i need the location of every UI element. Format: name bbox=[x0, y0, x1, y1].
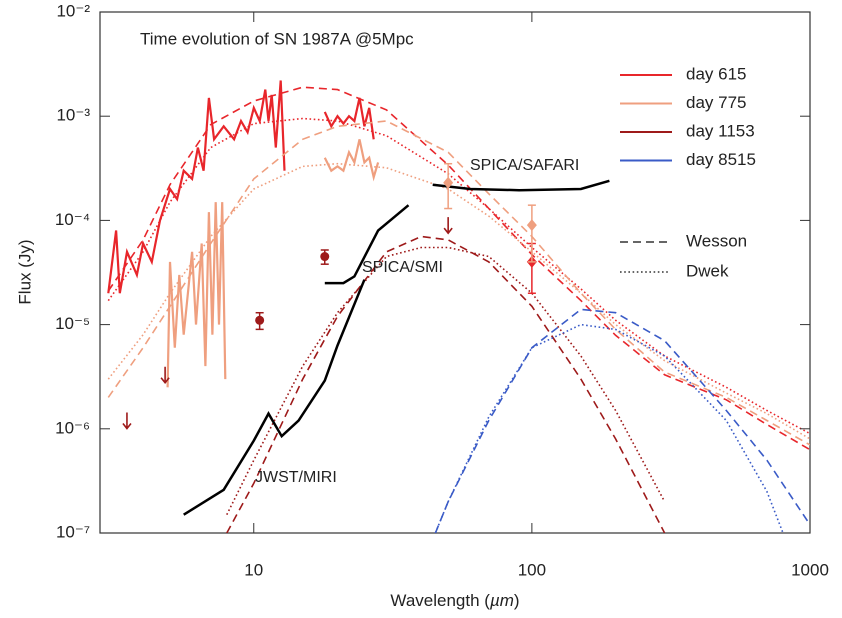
legend-label: day 1153 bbox=[686, 121, 755, 140]
instrument-line bbox=[183, 279, 366, 516]
chart-title: Time evolution of SN 1987A @5Mpc bbox=[140, 29, 414, 48]
x-tick-label: 100 bbox=[518, 560, 546, 579]
legend-label: Dwek bbox=[686, 261, 729, 280]
y-tick-label: 10⁻⁶ bbox=[55, 418, 90, 437]
x-axis-label: Wavelength (µm) bbox=[390, 591, 519, 610]
x-label-end: ) bbox=[514, 591, 520, 610]
y-tick-label: 10⁻³ bbox=[56, 106, 90, 125]
plot-frame bbox=[99, 11, 811, 534]
legend-label: Wesson bbox=[686, 231, 747, 250]
plot-area bbox=[107, 80, 810, 533]
data-point bbox=[255, 315, 265, 325]
upper-limit bbox=[443, 217, 453, 235]
y-tick-label: 10⁻² bbox=[56, 1, 90, 20]
model-line bbox=[107, 162, 810, 440]
x-label-unit: µm bbox=[489, 591, 514, 610]
x-label-text: Wavelength ( bbox=[390, 591, 490, 610]
x-tick-label: 10 bbox=[244, 560, 263, 579]
x-tick-label: 1000 bbox=[791, 560, 829, 579]
instrument-label: JWST/MIRI bbox=[255, 469, 337, 486]
y-tick-label: 10⁻⁴ bbox=[55, 210, 90, 229]
data-point bbox=[526, 219, 537, 232]
legend-label: day 8515 bbox=[686, 150, 756, 169]
upper-limit bbox=[160, 366, 170, 385]
data-point bbox=[320, 252, 330, 262]
spectrum-line bbox=[107, 80, 375, 294]
legend-label: day 775 bbox=[686, 93, 747, 112]
model-line bbox=[434, 323, 784, 533]
y-tick-label: 10⁻⁵ bbox=[55, 314, 90, 333]
upper-limit bbox=[122, 412, 132, 430]
instrument-label: SPICA/SAFARI bbox=[470, 157, 579, 174]
instrument-line bbox=[432, 179, 610, 192]
legend-label: day 615 bbox=[686, 64, 747, 83]
model-line bbox=[107, 120, 810, 446]
y-tick-label: 10⁻⁷ bbox=[56, 522, 90, 541]
y-axis-label: Flux (Jy) bbox=[15, 239, 34, 304]
model-line bbox=[434, 308, 810, 533]
instrument-line bbox=[324, 204, 410, 285]
data-point bbox=[443, 176, 454, 189]
model-line bbox=[107, 86, 810, 451]
spectrum-line bbox=[166, 139, 380, 388]
instrument-label: SPICA/SMI bbox=[362, 259, 443, 276]
